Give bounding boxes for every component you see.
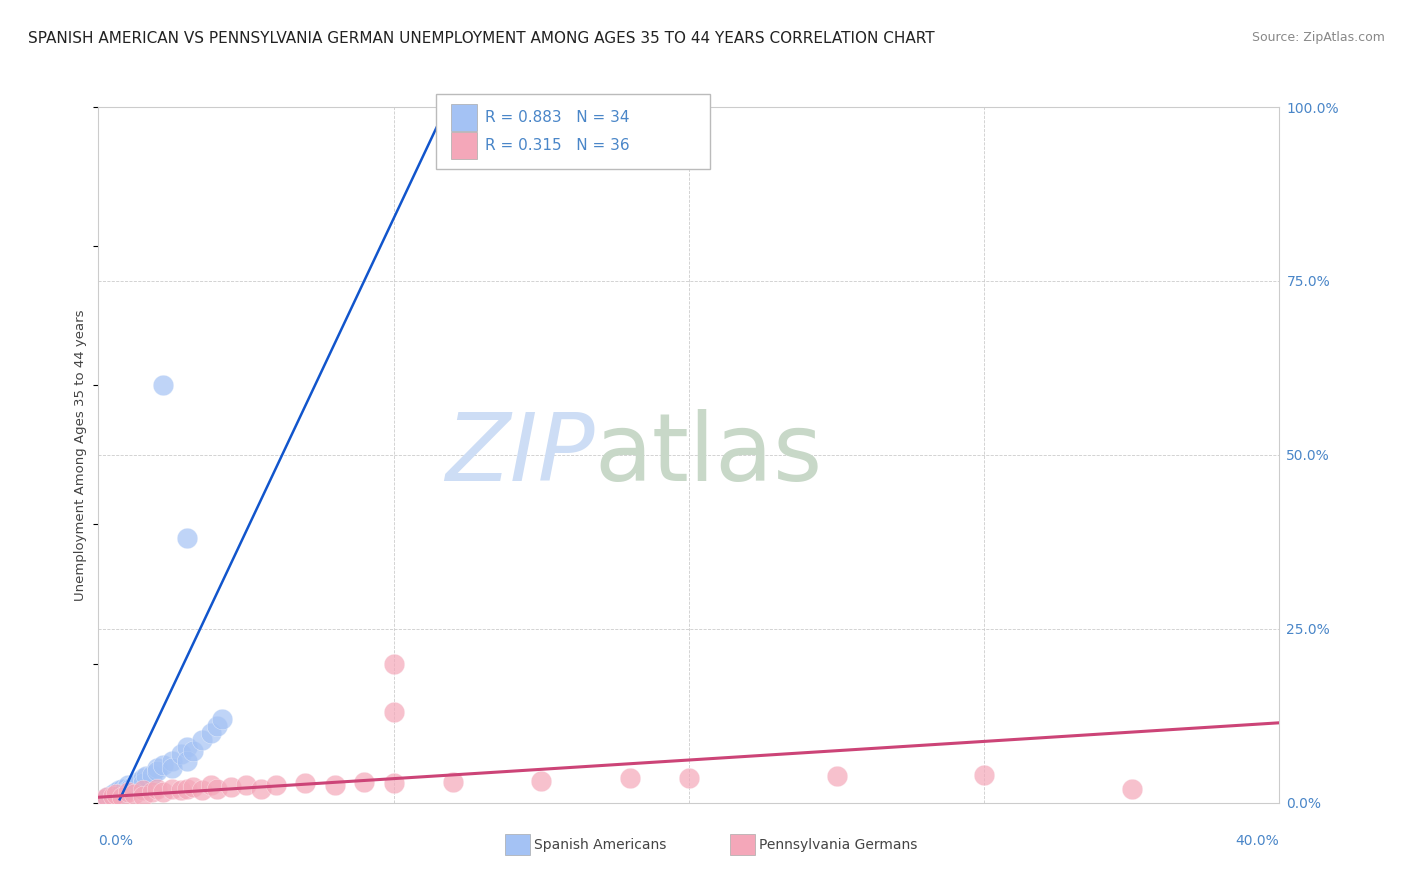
Point [205,719,228,733]
Point [176,781,198,796]
Point [93,792,115,806]
Text: ZIP: ZIP [444,409,595,500]
Point [103,790,125,805]
Point [176,532,198,546]
Text: atlas: atlas [595,409,823,501]
Point [162,754,183,768]
Point [250,781,273,796]
Point [181,780,204,795]
Point [105,785,128,799]
Point [211,712,233,726]
Point [382,706,405,720]
Text: R = 0.315   N = 36: R = 0.315 N = 36 [485,138,630,153]
Point [111,781,134,796]
Point [176,740,198,755]
Point [176,754,198,768]
Point [170,783,193,797]
Point [294,776,316,790]
Point [120,780,142,795]
Point [108,783,131,797]
Point [191,783,214,797]
Text: Spanish Americans: Spanish Americans [534,838,666,852]
Point [200,778,222,793]
Point [111,785,134,799]
Point [103,789,125,803]
Point [117,785,139,799]
Point [382,657,405,671]
Point [181,744,204,758]
Point [146,781,169,796]
Point [162,781,183,796]
Point [382,776,405,790]
Point [141,785,163,799]
Point [441,775,464,789]
Point [141,768,163,782]
Point [191,733,214,747]
Text: Source: ZipAtlas.com: Source: ZipAtlas.com [1251,31,1385,45]
Point [973,768,995,782]
Point [162,761,183,775]
Point [530,773,553,788]
Point [96,790,118,805]
Point [353,775,375,789]
Text: R = 0.883   N = 34: R = 0.883 N = 34 [485,111,630,125]
Point [678,772,700,786]
Point [264,778,287,793]
Text: 40.0%: 40.0% [1236,834,1279,848]
Point [105,788,128,802]
Point [132,783,155,797]
Point [205,781,228,796]
Point [103,788,125,802]
Point [1121,781,1143,796]
Point [323,778,346,793]
Point [146,764,169,779]
Point [152,757,174,772]
Point [117,778,139,793]
Text: 0.0%: 0.0% [98,834,134,848]
Text: SPANISH AMERICAN VS PENNSYLVANIA GERMAN UNEMPLOYMENT AMONG AGES 35 TO 44 YEARS C: SPANISH AMERICAN VS PENNSYLVANIA GERMAN … [28,31,935,46]
Point [132,776,155,790]
Point [146,761,169,775]
Point [135,769,157,783]
Y-axis label: Unemployment Among Ages 35 to 44 years: Unemployment Among Ages 35 to 44 years [73,310,87,600]
Point [132,772,155,786]
Point [825,769,848,783]
Point [122,788,145,802]
Point [170,747,193,761]
Text: Pennsylvania Germans: Pennsylvania Germans [759,838,918,852]
Point [98,789,121,803]
Point [122,778,145,793]
Point [221,780,243,795]
Point [619,772,641,786]
Point [96,790,118,805]
Point [111,790,134,805]
Point [152,378,174,392]
Point [93,792,115,806]
Point [132,789,155,803]
Point [200,726,222,740]
Point [125,775,148,789]
Point [114,781,136,796]
Point [152,785,174,799]
Point [235,778,257,793]
Point [117,783,139,797]
